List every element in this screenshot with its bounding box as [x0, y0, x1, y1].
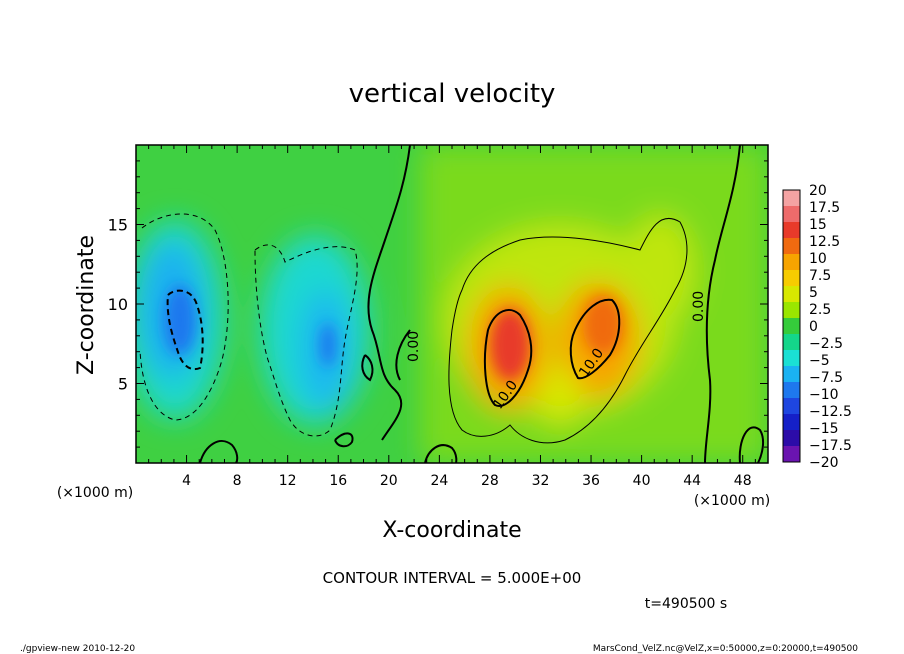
contour-label: 0.00	[691, 291, 707, 322]
x-tick-label: 4	[182, 473, 191, 489]
contour-interval: CONTOUR INTERVAL = 5.000E+00	[323, 569, 582, 587]
contour-label: 0.00	[406, 331, 422, 362]
colorbar-label: −10	[809, 387, 839, 403]
x-unit-right: (×1000 m)	[694, 493, 770, 509]
x-axis-label: X-coordinate	[382, 518, 521, 543]
x-tick-label: 12	[279, 473, 297, 489]
contour-lines	[139, 145, 765, 463]
x-tick-label: 48	[734, 473, 752, 489]
x-tick-label: 20	[380, 473, 398, 489]
x-axis: 4 8 12 16 20 24 28 32 36 40 44 48	[148, 145, 756, 489]
footer-right: MarsCond_VelZ.nc@VelZ,x=0:50000,z=0:2000…	[593, 644, 858, 654]
colorbar: 2017.51512.5107.552.50−2.5−5−7.5−10−12.5…	[782, 183, 852, 471]
neg-ten-contour	[166, 289, 204, 371]
colorbar-label: 12.5	[809, 234, 840, 250]
colorbar-swatch	[783, 430, 800, 447]
colorbar-label: 5	[809, 285, 818, 301]
colorbar-label: 15	[809, 217, 827, 233]
colorbar-swatch	[783, 206, 800, 223]
colorbar-swatch	[783, 286, 800, 303]
colorbar-swatch	[783, 238, 800, 255]
colorbar-label: −15	[809, 421, 839, 437]
zero-contour	[738, 426, 765, 463]
x-tick-label: 8	[233, 473, 242, 489]
footer-left: ./gpview-new 2010-12-20	[20, 644, 135, 654]
x-unit-left: (×1000 m)	[57, 485, 133, 501]
x-tick-label: 36	[582, 473, 600, 489]
five-contour	[448, 217, 688, 444]
x-tick-label: 24	[430, 473, 448, 489]
ten-contour	[569, 298, 621, 380]
y-tick-label: 15	[108, 216, 128, 235]
colorbar-label: 20	[809, 183, 827, 199]
colorbar-swatch	[783, 254, 800, 271]
plot-area	[136, 145, 768, 463]
colorbar-frame	[782, 189, 801, 463]
colorbar-swatch	[783, 222, 800, 239]
colorbar-swatch	[783, 334, 800, 351]
colorbar-label: 7.5	[809, 268, 831, 284]
x-tick-label: 32	[532, 473, 550, 489]
zero-contour	[424, 444, 458, 463]
y-tick-label: 10	[108, 295, 128, 314]
y-tick-label: 5	[118, 375, 128, 394]
field-cores	[164, 285, 623, 381]
colorbar-label: −20	[809, 455, 839, 471]
x-tick-label: 28	[481, 473, 499, 489]
ten-contour	[483, 309, 533, 407]
x-tick-label: 40	[633, 473, 651, 489]
colorbar-swatch	[783, 366, 800, 383]
colorbar-label: −7.5	[809, 370, 843, 386]
colorbar-swatch	[783, 382, 800, 399]
colorbar-swatch	[783, 446, 800, 463]
colorbar-swatch	[783, 270, 800, 287]
zero-contour	[704, 145, 741, 463]
neg-five-contour	[254, 244, 358, 437]
y-axis: 5 10 15	[108, 160, 768, 448]
colorbar-label: 17.5	[809, 200, 840, 216]
colorbar-swatch	[783, 350, 800, 367]
colorbar-swatch	[783, 414, 800, 431]
colorbar-swatch	[783, 318, 800, 335]
x-tick-label: 16	[329, 473, 347, 489]
zero-contour	[334, 432, 354, 448]
colorbar-label: −12.5	[809, 404, 852, 420]
colorbar-label: −2.5	[809, 336, 843, 352]
colorbar-swatch	[783, 190, 800, 207]
colorbar-label: 10	[809, 251, 827, 267]
colorbar-label: 0	[809, 319, 818, 335]
colorbar-swatch	[783, 398, 800, 415]
colorbar-label: −17.5	[809, 438, 852, 454]
colorbar-swatch	[783, 302, 800, 319]
y-axis-label: Z-coordinate	[74, 235, 99, 375]
zero-contour	[361, 354, 374, 382]
zero-contour	[367, 145, 411, 441]
colorbar-label: −5	[809, 353, 830, 369]
time-label: t=490500 s	[645, 596, 727, 612]
colorbar-label: 2.5	[809, 302, 831, 318]
x-tick-label: 44	[683, 473, 701, 489]
chart-title: vertical velocity	[349, 79, 556, 109]
